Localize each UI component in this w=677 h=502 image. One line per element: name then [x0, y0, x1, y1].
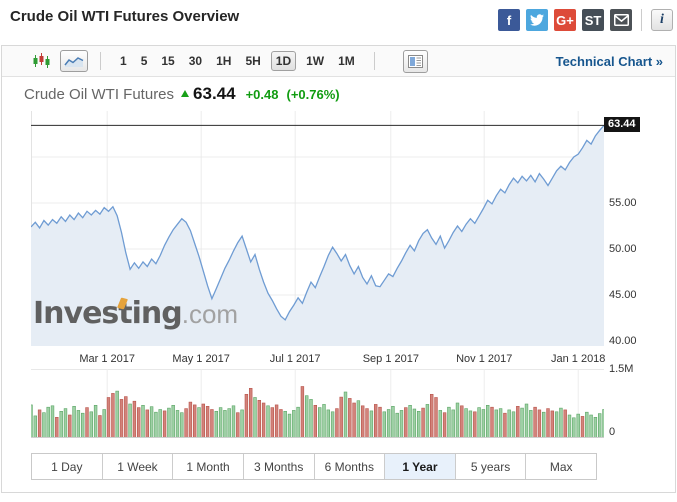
stocktwits-icon[interactable]: ST — [582, 9, 604, 31]
current-price-badge: 63.44 — [604, 117, 640, 133]
timeframe-1m[interactable]: 1M — [338, 54, 355, 68]
divider — [641, 9, 642, 31]
period-selector: 1 Day 1 Week 1 Month 3 Months 6 Months 1 Year… — [31, 453, 597, 480]
x-axis-label: Jul 1 2017 — [269, 353, 321, 365]
price-up-icon — [181, 89, 190, 97]
news-layout-button[interactable] — [402, 49, 428, 73]
social-icons: f G+ ST — [498, 9, 632, 31]
candlestick-icon — [33, 53, 50, 68]
period-max[interactable]: Max — [526, 454, 596, 479]
last-price: 63.44 — [193, 84, 236, 103]
timeframe-1w[interactable]: 1W — [306, 54, 325, 68]
page-title: Crude Oil WTI Futures Overview — [10, 8, 240, 25]
period-1-month[interactable]: 1 Month — [173, 454, 244, 479]
chart-widget: 1 5 15 30 1H 5H 1D 1W 1M Technical Chart » Crude… — [1, 45, 676, 493]
price-change-percent: (+0.76%) — [286, 86, 340, 102]
price-change: +0.48 — [245, 86, 279, 102]
news-layout-icon — [407, 54, 423, 68]
x-axis-label: May 1 2017 — [172, 353, 230, 365]
y-axis-label: 45.00 — [609, 289, 637, 302]
x-axis-label: Sep 1 2017 — [362, 353, 419, 365]
googleplus-icon[interactable]: G+ — [554, 9, 576, 31]
period-1-day[interactable]: 1 Day — [32, 454, 103, 479]
y-axis-label: 50.00 — [609, 243, 637, 256]
period-6-months[interactable]: 6 Months — [314, 454, 386, 479]
watermark: Investing.com — [33, 296, 238, 331]
y-axis-label: 40.00 — [609, 335, 637, 348]
timeframe-1d[interactable]: 1D — [270, 51, 297, 71]
watermark-investing: Investing — [33, 296, 183, 331]
volume-axis-label: 1.5M — [609, 363, 634, 375]
volume-chart[interactable] — [31, 369, 604, 438]
social-share-bar: f G+ ST i — [498, 9, 673, 31]
line-chart-button[interactable] — [60, 50, 88, 72]
technical-chart-link[interactable]: Technical Chart » — [555, 53, 663, 69]
timeframe-1h[interactable]: 1H — [216, 54, 232, 68]
timeframe-30[interactable]: 30 — [188, 54, 203, 68]
timeframe-5[interactable]: 5 — [140, 54, 148, 68]
divider — [100, 52, 101, 70]
twitter-icon[interactable] — [526, 9, 548, 31]
volume-axis-label: 0 — [609, 426, 616, 438]
period-3-months[interactable]: 3 Months — [243, 454, 315, 479]
timeframe-1[interactable]: 1 — [120, 54, 127, 68]
timeframe-5h[interactable]: 5H — [245, 54, 261, 68]
candlestick-chart-button[interactable] — [32, 52, 51, 70]
x-axis-label: Mar 1 2017 — [79, 353, 136, 365]
instrument-name: Crude Oil WTI Futures — [24, 85, 175, 103]
timeframe-15[interactable]: 15 — [161, 54, 175, 68]
divider — [373, 52, 375, 70]
price-chart[interactable] — [31, 111, 604, 346]
line-chart-icon — [64, 57, 84, 67]
facebook-icon[interactable]: f — [498, 9, 520, 31]
period-5-years[interactable]: 5 years — [455, 454, 527, 479]
x-axis-label: Nov 1 2017 — [456, 353, 513, 365]
info-button[interactable]: i — [651, 9, 673, 31]
y-axis-label: 55.00 — [609, 197, 637, 209]
watermark-com: .com — [181, 299, 239, 329]
x-axis-label: Jan 1 2018 — [550, 353, 606, 365]
quote-row: Crude Oil WTI Futures 63.44 +0.48 (+0.76… — [24, 82, 348, 106]
period-1-week[interactable]: 1 Week — [102, 454, 174, 479]
email-icon[interactable] — [610, 9, 632, 31]
timeframe-selector: 1 5 15 30 1H 5H 1D 1W 1M — [113, 51, 362, 71]
chart-toolbar: 1 5 15 30 1H 5H 1D 1W 1M Technical Chart » — [2, 46, 675, 77]
period-1-year[interactable]: 1 Year — [385, 454, 456, 479]
